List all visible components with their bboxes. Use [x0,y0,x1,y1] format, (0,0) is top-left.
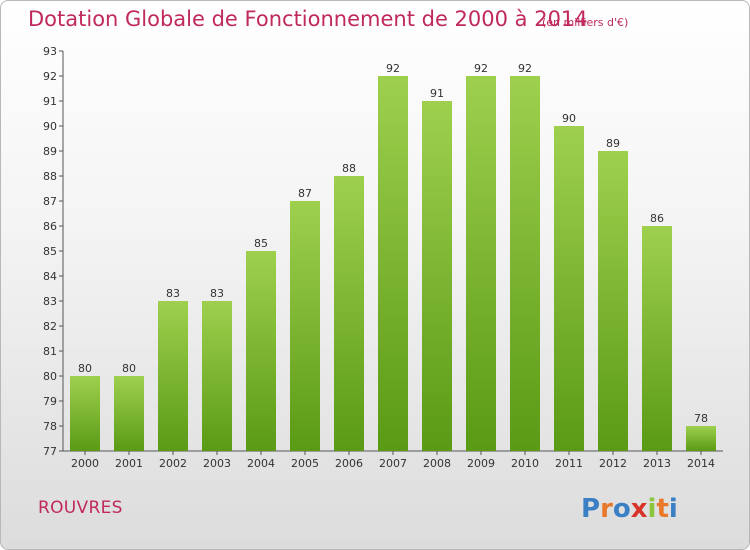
x-tick-label: 2000 [71,457,99,470]
x-tick-label: 2006 [335,457,363,470]
y-tick-label: 78 [43,420,57,433]
x-tick-label: 2004 [247,457,275,470]
bar [686,426,716,451]
bar [290,201,320,451]
y-tick-label: 79 [43,395,57,408]
data-label: 88 [342,162,356,175]
x-tick-label: 2003 [203,457,231,470]
data-label: 90 [562,112,576,125]
axes: 77 78 79 80 81 82 83 84 85 86 87 88 89 90 91 92 93 [43,45,723,458]
x-tick-label: 2011 [555,457,583,470]
y-tick-label: 93 [43,45,57,58]
bar [70,376,100,451]
y-tick-label: 82 [43,320,57,333]
data-label: 89 [606,137,620,150]
data-label: 91 [430,87,444,100]
data-label: 86 [650,212,664,225]
y-tick-label: 90 [43,120,57,133]
data-label: 80 [122,362,136,375]
chart-title: Dotation Globale de Fonctionnement de 20… [28,7,588,31]
svg-text:Proxiti: Proxiti [581,494,678,524]
y-tick-label: 84 [43,270,57,283]
data-label: 80 [78,362,92,375]
commune-name: ROUVRES [38,498,123,518]
bar [202,301,232,451]
x-tick-label: 2007 [379,457,407,470]
data-label: 85 [254,237,268,250]
bar [422,101,452,451]
x-tick-label: 2009 [467,457,495,470]
y-tick-label: 92 [43,70,57,83]
data-label: 87 [298,187,312,200]
x-tick-label: 2014 [687,457,715,470]
chart-subtitle: (en milliers d'€) [542,16,629,29]
bar [510,76,540,451]
bar [378,76,408,451]
data-label: 83 [210,287,224,300]
bar [246,251,276,451]
bar [466,76,496,451]
y-tick-label: 80 [43,370,57,383]
x-tick-label: 2013 [643,457,671,470]
data-label: 92 [518,62,532,75]
x-tick-label: 2002 [159,457,187,470]
bars [70,76,716,451]
y-tick-label: 77 [43,445,57,458]
x-tick-label: 2012 [599,457,627,470]
y-tick-label: 91 [43,95,57,108]
y-tick-label: 87 [43,195,57,208]
bar [158,301,188,451]
bar [598,151,628,451]
data-label: 78 [694,412,708,425]
data-label: 83 [166,287,180,300]
y-tick-label: 85 [43,245,57,258]
y-tick-label: 86 [43,220,57,233]
x-tick-label: 2008 [423,457,451,470]
bar [554,126,584,451]
data-label: 92 [386,62,400,75]
y-tick-label: 88 [43,170,57,183]
bar [114,376,144,451]
x-tick-label: 2010 [511,457,539,470]
labels: 2000 80 2001 80 2002 83 2003 83 2004 85 2005 87 2006… [71,62,715,470]
bar [334,176,364,451]
x-tick-label: 2001 [115,457,143,470]
y-tick-label: 89 [43,145,57,158]
proxiti-logo: Proxiti [581,494,678,524]
y-tick-label: 81 [43,345,57,358]
data-label: 92 [474,62,488,75]
bar [642,226,672,451]
y-tick-label: 83 [43,295,57,308]
x-tick-label: 2005 [291,457,319,470]
